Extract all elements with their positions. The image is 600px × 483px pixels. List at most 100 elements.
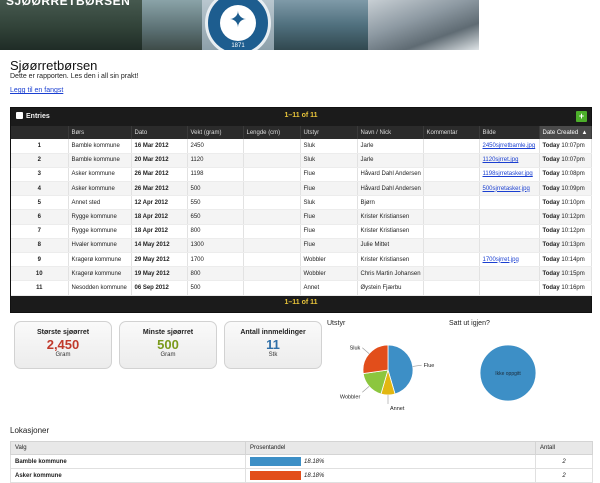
location-row: Asker kommune 18.18% 2: [10, 468, 593, 483]
column-header[interactable]: Kommentar: [423, 126, 480, 139]
banner-photo-coast: [142, 0, 202, 50]
equipment-pie-chart: Flue Annet Wobbler Sluk: [340, 344, 434, 412]
cell-utstyr: Flue: [300, 224, 358, 239]
cell-vekt: 650: [187, 209, 244, 225]
column-header[interactable]: Valg: [10, 441, 246, 455]
stat-unit: Gram: [55, 352, 71, 358]
table-row[interactable]: 5 Annet sted 12 Apr 2012 550 Sluk Bjørn Today …: [11, 195, 592, 211]
pie-slice: [362, 344, 389, 375]
table-row[interactable]: 10 Kragerø kommune 19 May 2012 800 Wobbler Ch…: [11, 266, 592, 282]
star-icon: ✦: [228, 7, 248, 32]
column-header[interactable]: Børs: [68, 126, 132, 139]
cell-kommentar: [423, 238, 480, 254]
column-header[interactable]: Dato: [131, 126, 188, 139]
table-row[interactable]: 9 Kragerø kommune 29 May 2012 1700 Wobbler Kr…: [11, 252, 592, 268]
column-header[interactable]: [11, 126, 69, 139]
location-count: 2: [535, 454, 593, 469]
cell-bors: Asker kommune: [68, 167, 132, 183]
cell-dato: 18 Apr 2012: [131, 224, 188, 239]
table-row[interactable]: 7 Rygge kommune 18 Apr 2012 800 Flue Krister …: [11, 224, 592, 239]
cell-kommentar: [423, 266, 480, 282]
cell-bors: Nesodden kommune: [68, 280, 132, 296]
table-row[interactable]: 2 Bamble kommune 20 Mar 2012 1120 Sluk Jarle 1…: [11, 153, 592, 168]
date-created-cell: Today 10:12pm: [539, 224, 592, 239]
cell-utstyr: Sluk: [300, 195, 358, 211]
cell-navn: Chris Martin Johansen: [357, 266, 424, 282]
cell-dato: 18 Apr 2012: [131, 209, 188, 225]
cell-n: 7: [11, 224, 69, 239]
add-catch-link[interactable]: Legg til en fangst: [10, 87, 64, 94]
column-header[interactable]: Prosentandel: [245, 441, 536, 455]
table-row[interactable]: 6 Rygge kommune 18 Apr 2012 650 Flue Krister …: [11, 209, 592, 225]
cell-lengde: [243, 224, 301, 239]
pie-label: Annet: [390, 406, 405, 412]
pie-label-line: [412, 364, 422, 367]
cell-bors: Kragerø kommune: [68, 266, 132, 282]
stat-label: Største sjøørret: [36, 329, 90, 336]
cell-kommentar: [423, 252, 480, 268]
image-cell: 1198sjrretasker.jpg: [479, 167, 540, 183]
cell-n: 2: [11, 153, 69, 168]
image-cell: [479, 195, 540, 211]
column-header[interactable]: Vekt (gram): [187, 126, 244, 139]
add-entry-button[interactable]: +: [576, 111, 587, 122]
cell-navn: Krister Kristiansen: [357, 252, 424, 268]
column-header[interactable]: Antall: [535, 441, 593, 455]
cell-utstyr: Flue: [300, 209, 358, 225]
table-row[interactable]: 4 Asker kommune 26 Mar 2012 500 Flue Håvard D…: [11, 181, 592, 197]
pie-label-line: [362, 386, 370, 393]
stat-unit: Gram: [160, 352, 176, 358]
locations-title: Lokasjoner: [10, 426, 50, 435]
page-title: Sjøørretbørsen: [10, 58, 98, 73]
table-row[interactable]: 3 Asker kommune 26 Mar 2012 1198 Flue Håvard …: [11, 167, 592, 183]
cell-bors: Annet sted: [68, 195, 132, 211]
cell-utstyr: Flue: [300, 167, 358, 183]
banner-photo-fish: [368, 0, 479, 50]
cell-bors: Rygge kommune: [68, 224, 132, 239]
cell-lengde: [243, 181, 301, 197]
image-link[interactable]: 1700sjrret.jpg: [482, 256, 519, 263]
cell-navn: Håvard Dahl Andersen: [357, 181, 424, 197]
cell-navn: Julie Mittet: [357, 238, 424, 254]
location-count: 2: [535, 468, 593, 483]
cell-utstyr: Flue: [300, 238, 358, 254]
image-link[interactable]: 500sjrretasker.jpg: [482, 185, 530, 192]
date-created-cell: Today 10:08pm: [539, 167, 592, 183]
document-icon: [16, 112, 23, 119]
cell-kommentar: [423, 224, 480, 239]
site-title: SJØØRRETBØRSEN: [6, 0, 131, 8]
image-link[interactable]: 1120sjrret.jpg: [482, 157, 519, 164]
cell-dato: 26 Mar 2012: [131, 167, 188, 183]
cell-bors: Hvaler kommune: [68, 238, 132, 254]
column-header[interactable]: Utstyr: [300, 126, 358, 139]
date-created-cell: Today 10:15pm: [539, 266, 592, 282]
column-header[interactable]: Navn / Nick: [357, 126, 424, 139]
cell-dato: 16 Mar 2012: [131, 139, 188, 154]
image-cell: 1700sjrret.jpg: [479, 252, 540, 268]
cell-lengde: [243, 209, 301, 225]
image-link[interactable]: 2450sjrretbamle.jpg: [482, 142, 536, 149]
image-cell: 1120sjrret.jpg: [479, 153, 540, 168]
image-link[interactable]: 1198sjrretasker.jpg: [482, 171, 533, 178]
image-cell: [479, 209, 540, 225]
entries-title: Entries: [16, 112, 50, 120]
stat-label: Antall innmeldinger: [240, 329, 306, 336]
pie-label-line: [362, 347, 370, 354]
stat-smallest-trout: Minste sjøørret 500 Gram: [119, 321, 217, 369]
released-pie-chart: Ikke oppgitt: [479, 344, 537, 402]
table-row[interactable]: 1 Bamble kommune 16 Mar 2012 2450 Sluk Jarle 2…: [11, 139, 592, 154]
entries-header: Entries 1–11 of 11 +: [11, 108, 591, 126]
table-row[interactable]: 11 Nesodden kommune 06 Sep 2012 500 Annet Øys…: [11, 280, 592, 296]
image-cell: [479, 280, 540, 296]
cell-bors: Asker kommune: [68, 181, 132, 197]
column-header[interactable]: Lengde (cm): [243, 126, 301, 139]
cell-kommentar: [423, 139, 480, 154]
column-header[interactable]: Bilde: [479, 126, 540, 139]
cell-vekt: 550: [187, 195, 244, 211]
table-row[interactable]: 8 Hvaler kommune 14 May 2012 1300 Flue Julie …: [11, 238, 592, 254]
date-created-cell: Today 10:14pm: [539, 252, 592, 268]
cell-vekt: 2450: [187, 139, 244, 154]
cell-utstyr: Flue: [300, 181, 358, 197]
entries-panel: Entries 1–11 of 11 + Børs Dato Vekt (gram)…: [10, 107, 592, 313]
column-header[interactable]: Date Created ▲: [539, 126, 592, 139]
